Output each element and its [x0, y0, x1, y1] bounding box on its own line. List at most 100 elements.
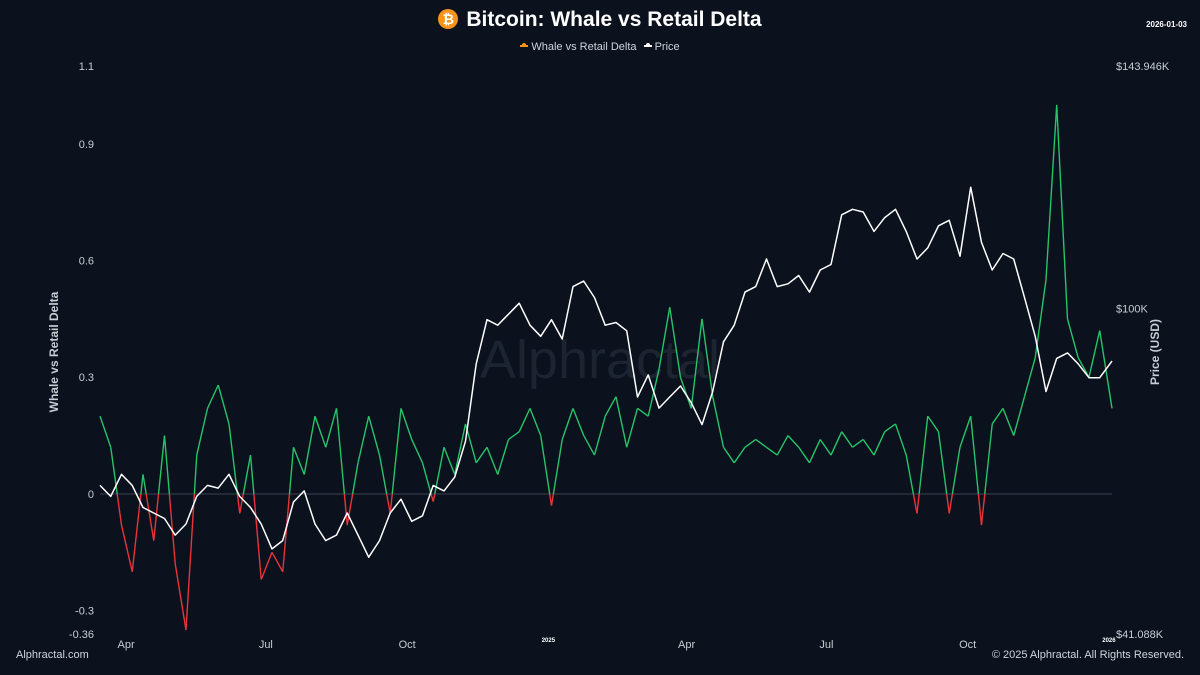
delta-segment: [894, 423, 907, 456]
delta-segment: [977, 493, 983, 526]
delta-segment: [841, 431, 854, 448]
delta-segment: [1088, 330, 1101, 378]
legend-label-price: Price: [654, 41, 680, 53]
delta-segment: [432, 493, 436, 502]
delta-segment: [116, 493, 123, 526]
delta-segment: [1045, 104, 1058, 281]
delta-segment: [744, 438, 757, 448]
legend-label-delta: Whale vs Retail Delta: [531, 41, 637, 53]
delta-segment: [163, 435, 171, 495]
delta-segment: [140, 474, 144, 495]
delta-segment: [168, 493, 176, 565]
delta-segment: [153, 493, 160, 541]
delta-segment: [604, 396, 617, 417]
delta-segment: [443, 447, 456, 475]
delta-segment: [991, 407, 1004, 425]
delta-segment: [819, 439, 832, 456]
delta-segment: [798, 446, 811, 464]
delta-segment: [1013, 396, 1026, 436]
delta-segment: [242, 454, 252, 495]
delta-segment: [335, 408, 346, 495]
delta-segment: [378, 454, 388, 495]
delta-segment: [722, 446, 735, 464]
y-tick-label: 0.3: [79, 372, 94, 384]
delta-segment: [1002, 408, 1015, 436]
chart-title-text: Bitcoin: Whale vs Retail Delta: [466, 8, 762, 31]
delta-segment: [249, 454, 255, 495]
delta-segment: [927, 415, 940, 433]
delta-segment: [561, 408, 574, 440]
delta-segment: [776, 435, 789, 456]
delta-segment: [884, 423, 896, 433]
delta-segment: [131, 493, 142, 572]
delta-segment: [873, 431, 886, 456]
delta-segment: [346, 493, 354, 526]
delta-segment: [905, 454, 915, 495]
delta-segment: [1023, 357, 1036, 397]
delta-segment: [411, 439, 424, 464]
delta-segment: [970, 416, 980, 495]
footer-site[interactable]: Alphractal.com: [16, 649, 89, 661]
delta-segment: [217, 384, 230, 425]
delta-segment: [325, 408, 338, 448]
delta-segment: [669, 307, 682, 378]
delta-segment: [918, 416, 929, 495]
delta-segment: [239, 493, 245, 514]
legend-item-price[interactable]: Price: [643, 41, 680, 53]
delta-segment: [916, 493, 920, 514]
delta-segment: [658, 307, 671, 370]
y-tick-label: 1.1: [79, 61, 94, 73]
x-tick-label: Apr: [678, 639, 695, 651]
y-tick-label: 0.9: [79, 139, 94, 151]
delta-segment: [236, 493, 241, 514]
delta-segment: [400, 408, 413, 440]
delta-segment: [518, 408, 531, 432]
delta-segment: [497, 439, 510, 475]
delta-segment: [193, 454, 198, 494]
delta-segment: [593, 415, 606, 456]
delta-segment: [637, 407, 649, 417]
delta-segment: [1077, 357, 1090, 378]
delta-segment: [508, 431, 520, 441]
y2-axis-label: Price (USD): [1148, 319, 1162, 385]
y-tick-label: -0.36: [69, 629, 94, 641]
y2-tick-label: $100K: [1116, 304, 1148, 316]
delta-segment: [292, 447, 305, 475]
delta-segment: [174, 563, 187, 631]
chart-date: 2026-01-03: [1146, 20, 1187, 29]
delta-segment: [830, 431, 843, 456]
delta-segment: [142, 474, 147, 495]
delta-segment: [755, 438, 767, 448]
delta-segment: [185, 493, 196, 631]
delta-segment: [945, 493, 950, 514]
delta-segment: [314, 415, 327, 448]
x-tick-label: Jul: [259, 639, 273, 651]
delta-segment: [206, 384, 219, 409]
delta-segment: [1056, 104, 1069, 319]
delta-segment: [787, 435, 800, 448]
bitcoin-icon: ₿: [438, 9, 459, 29]
watermark-text: Alphractal: [480, 330, 720, 390]
delta-segment: [550, 493, 555, 506]
price-line: [99, 186, 1113, 558]
x-tick-label: Jul: [819, 639, 833, 651]
y-tick-label: 0: [88, 489, 94, 501]
delta-segment: [808, 439, 821, 464]
delta-segment: [615, 396, 628, 448]
y2-tick-label: $143.946K: [1116, 61, 1170, 73]
x-tick-label: Oct: [399, 639, 416, 651]
delta-segment: [912, 493, 918, 514]
footer-copyright: © 2025 Alphractal. All Rights Reserved.: [991, 649, 1184, 661]
delta-segment: [351, 462, 359, 495]
delta-segment: [980, 493, 986, 526]
delta-segment: [690, 318, 703, 409]
x-tick-label: Apr: [118, 639, 135, 651]
delta-segment: [253, 493, 262, 580]
delta-segment: [368, 415, 381, 456]
x-tick-year-label: 2026: [1102, 638, 1116, 644]
legend-item-delta[interactable]: Whale vs Retail Delta: [520, 41, 637, 53]
delta-segment: [552, 439, 563, 495]
delta-segment: [196, 408, 209, 456]
delta-segment: [391, 408, 402, 495]
